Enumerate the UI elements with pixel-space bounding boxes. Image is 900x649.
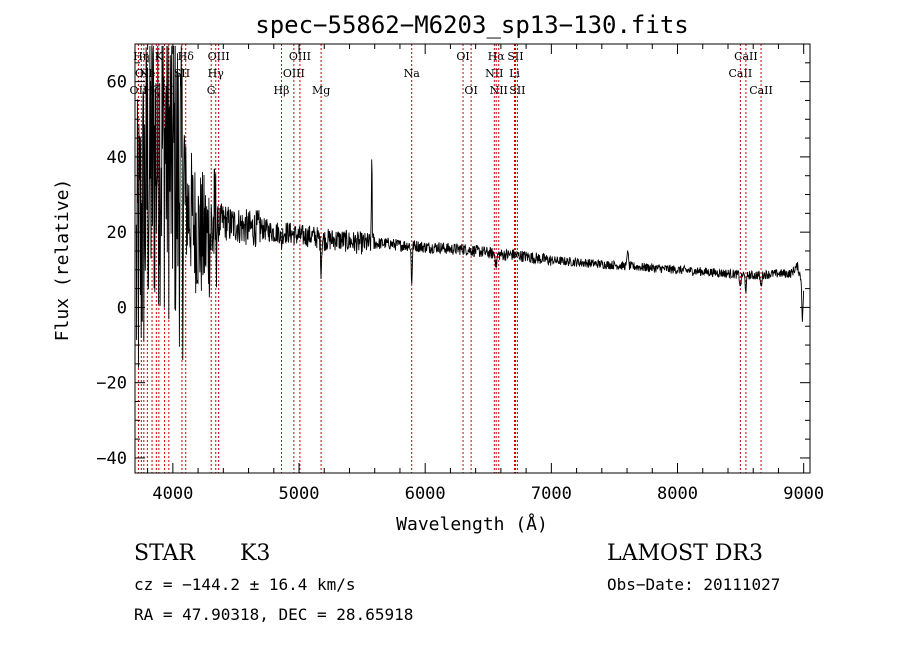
line-marker-label: Hη [133,50,149,63]
line-marker-label: Hδ [178,50,195,63]
line-marker-label: H [164,84,174,97]
line-marker-label: OIII [289,50,311,63]
line-marker-label: CaII [734,50,758,63]
y-tick-label: 0 [117,298,127,318]
series-layer [135,45,805,368]
line-marker-label: G [207,84,216,97]
y-axis-label: Flux (relative) [52,179,73,342]
spectrum-line [135,45,805,368]
line-marker-label: Hγ [208,67,225,80]
line-marker-label: Li [509,67,520,80]
plot-frame [134,43,811,474]
line-marker-label: OIII [208,50,230,63]
x-tick-label: 6000 [405,484,446,504]
redshift-velocity: cz = −144.2 ± 16.4 km/s [134,575,356,594]
line-marker-label: K [155,50,164,63]
observation-date: Obs−Date: 20111027 [607,575,780,594]
line-marker-label: CaII [729,67,753,80]
line-marker-label: OII [135,67,153,80]
x-tick-label: 5000 [279,484,320,504]
x-tick-label: 7000 [531,484,572,504]
line-marker-label: Na [404,67,421,80]
x-tick-label: 4000 [152,484,193,504]
survey-name: LAMOST DR3 [607,541,763,566]
y-tick-label: 40 [107,148,127,168]
line-marker-label: OI [464,84,477,97]
object-class: STAR [134,541,196,566]
y-tick-label: −40 [96,449,127,469]
axes: 4000 5000 6000 7000 8000 9000 −40 −20 0 20 40 60 [96,43,824,504]
line-marker-label: Mg [312,84,330,97]
y-tick-label: −20 [96,374,127,394]
x-tick-label: 8000 [657,484,698,504]
x-tick-label: 9000 [783,484,824,504]
line-marker-label: SII [509,84,525,97]
line-marker-label: OI [456,50,469,63]
chart-title: spec−55862−M6203_sp13−130.fits [255,11,688,39]
line-marker-label: SII [507,50,523,63]
object-subclass: K3 [240,541,270,566]
x-axis-label: Wavelength (Å) [396,513,548,535]
line-marker-label: OIII [283,67,305,80]
line-marker-label: CaII [749,84,773,97]
line-markers: OIIHηOIINeHζKHSIIHδGHγOIIIHβOIIIOIIIMgNa… [130,44,773,473]
ra-dec: RA = 47.90318, DEC = 28.65918 [134,605,413,624]
line-marker-label: Hα [488,50,506,63]
line-marker-label: Hβ [274,84,290,97]
line-marker-label: NII [490,84,508,97]
y-tick-label: 20 [107,223,127,243]
line-marker-label: NII [485,67,503,80]
y-tick-label: 60 [107,73,127,93]
